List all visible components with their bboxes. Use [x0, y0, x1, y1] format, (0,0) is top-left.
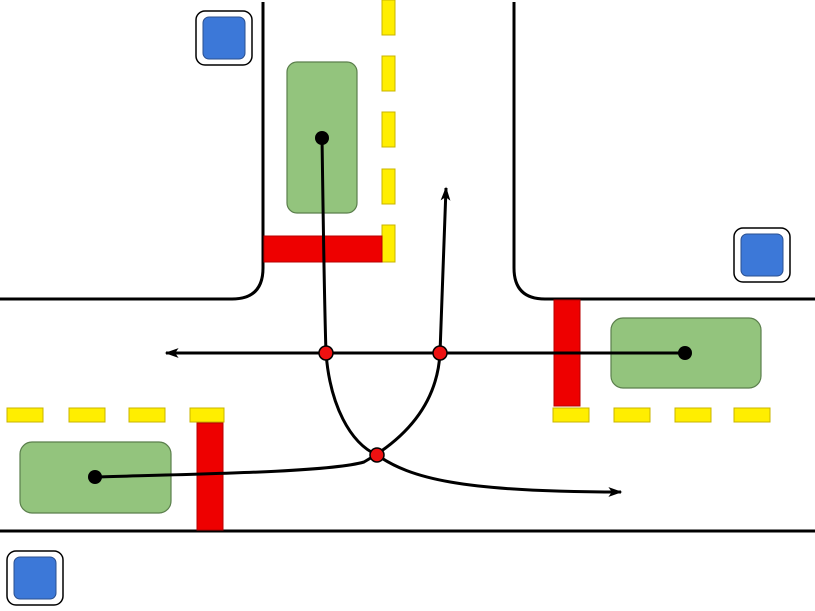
lane-dash [733, 407, 771, 423]
path-origin-dot [315, 131, 329, 145]
path-origins [88, 131, 692, 484]
road-edges [0, 2, 815, 533]
road-edge-top-right [512, 2, 815, 301]
lane-dash [68, 407, 106, 423]
traffic-signal-icon[interactable] [195, 10, 253, 66]
lane-dash [381, 111, 396, 148]
movement-paths [94, 137, 685, 497]
lane-dash [552, 407, 590, 423]
lane-dash [381, 55, 396, 92]
conflict-points [318, 345, 448, 463]
traffic-signals [6, 10, 791, 606]
path-north-vehicle-to-east [320, 137, 623, 497]
stop-lines [196, 235, 581, 531]
lane-dash [613, 407, 651, 423]
traffic-signal-icon[interactable] [733, 227, 791, 283]
traffic-signal-icon[interactable] [6, 550, 64, 606]
conflict-point-icon[interactable] [369, 447, 385, 463]
lane-dash [6, 407, 44, 423]
path-origin-dot [678, 346, 692, 360]
lane-dash [674, 407, 712, 423]
conflict-point-icon[interactable] [432, 345, 448, 361]
lane-dash [381, 0, 396, 36]
lane-dash [128, 407, 166, 423]
stop-line-west [196, 422, 224, 531]
lane-dash [381, 224, 396, 263]
lane-dash [381, 168, 396, 205]
road-edge-top-left [0, 2, 265, 301]
lane-dash [189, 407, 225, 423]
lane-markings [6, 0, 771, 423]
path-west-vehicle-to-north [94, 186, 451, 479]
path-origin-dot [88, 470, 102, 484]
conflict-point-icon[interactable] [318, 345, 334, 361]
